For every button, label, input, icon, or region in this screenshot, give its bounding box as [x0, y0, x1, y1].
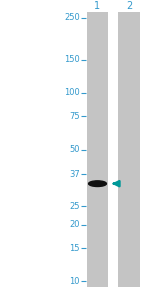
Text: 20: 20 [69, 220, 80, 229]
Text: 15: 15 [69, 244, 80, 253]
Bar [118, 12, 140, 287]
Text: 25: 25 [69, 202, 80, 211]
Text: 37: 37 [69, 170, 80, 179]
Text: 10: 10 [69, 277, 80, 286]
Text: 50: 50 [69, 145, 80, 154]
Text: 75: 75 [69, 112, 80, 121]
Text: 2: 2 [126, 1, 132, 11]
Bar [87, 12, 108, 287]
Text: 100: 100 [64, 88, 80, 97]
Text: 150: 150 [64, 55, 80, 64]
Text: 1: 1 [94, 1, 100, 11]
Text: 250: 250 [64, 13, 80, 22]
Ellipse shape [89, 181, 106, 187]
